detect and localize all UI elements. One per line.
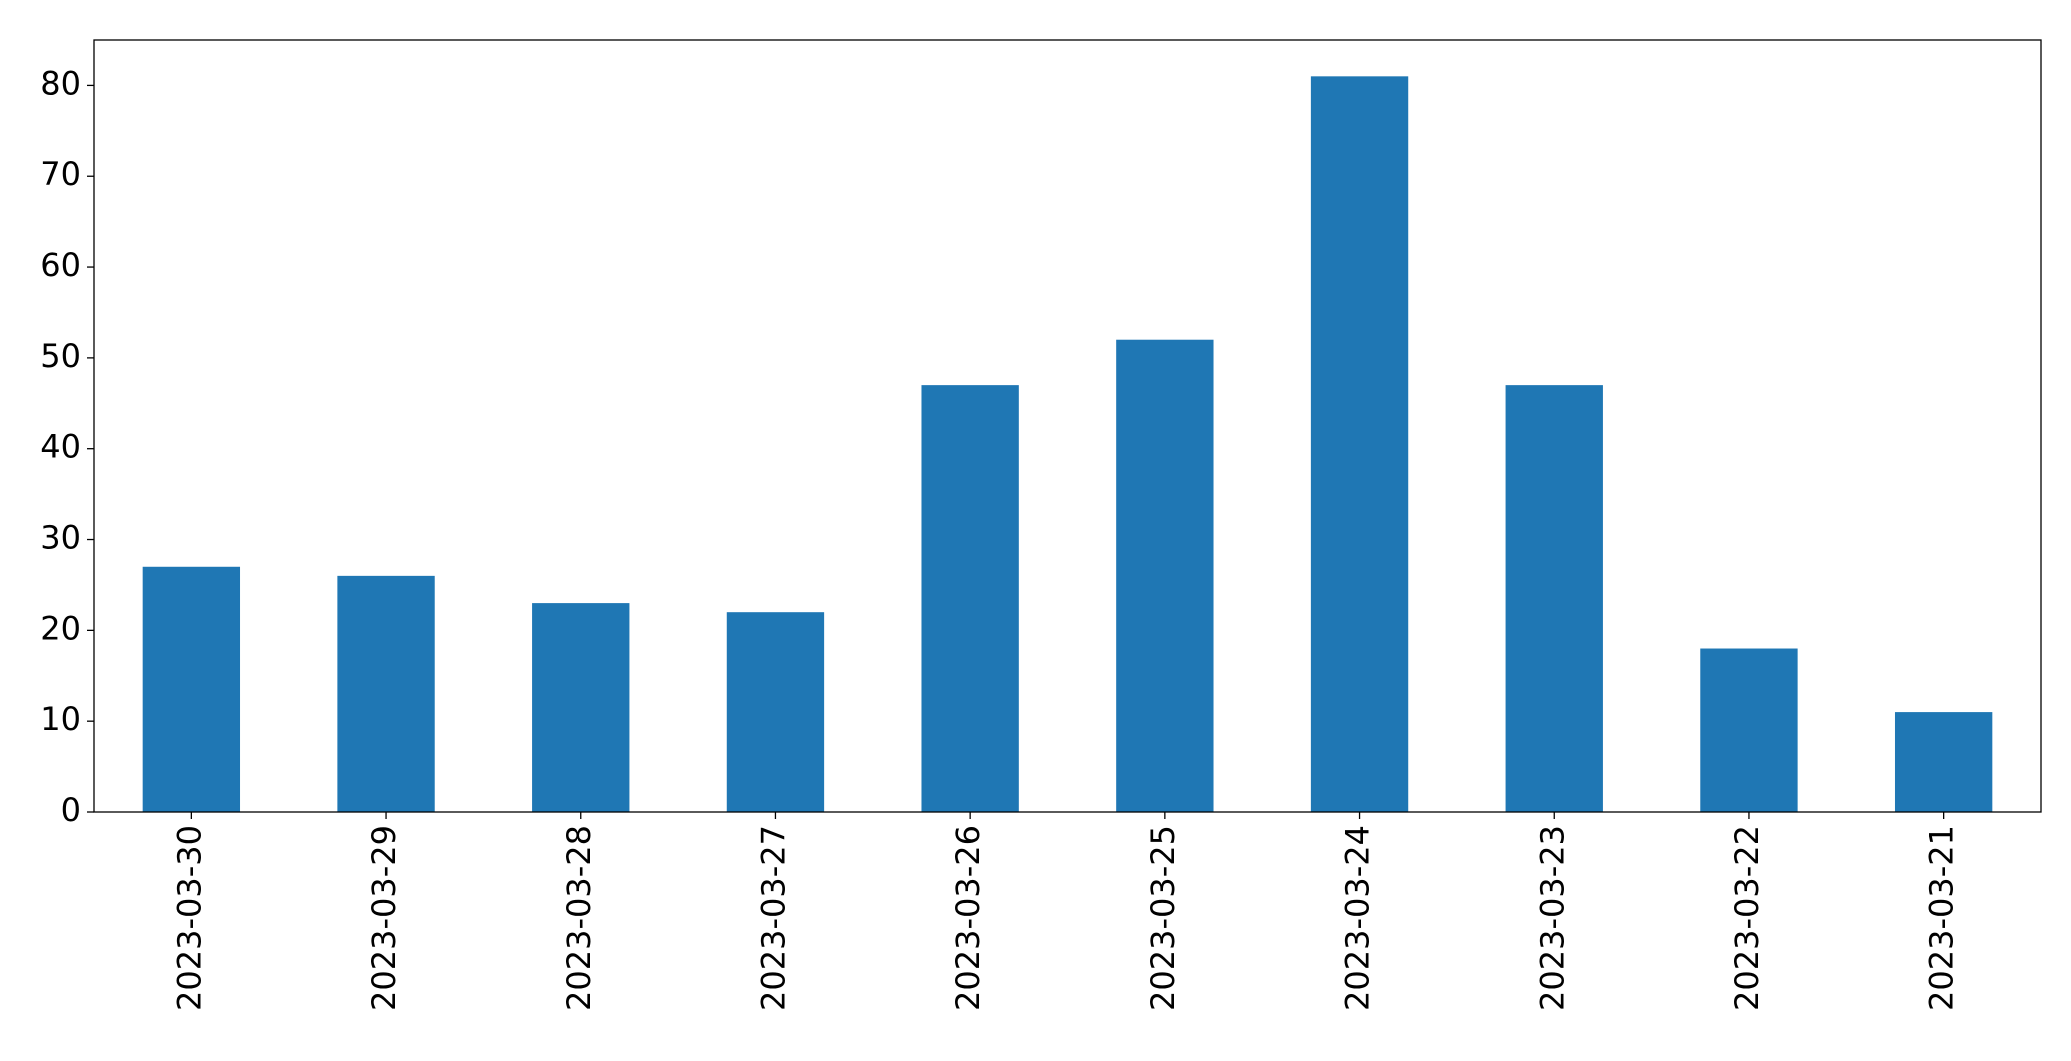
x-tick-label: 2023-03-25 — [1144, 825, 1182, 1011]
bar — [337, 575, 435, 812]
x-tick-label: 2023-03-29 — [365, 825, 403, 1011]
bar — [1700, 648, 1798, 812]
bar — [921, 385, 1019, 812]
x-tick-label: 2023-03-26 — [949, 825, 987, 1011]
y-tick-label: 50 — [40, 337, 81, 375]
y-tick-label: 20 — [40, 609, 81, 647]
bar — [726, 612, 825, 812]
bar — [1116, 339, 1214, 812]
bar — [142, 566, 241, 812]
bar — [532, 603, 630, 812]
y-tick-label: 30 — [40, 519, 81, 557]
bar — [1894, 712, 1993, 812]
x-tick-label: 2023-03-28 — [560, 825, 598, 1011]
y-tick-label: 60 — [40, 246, 81, 284]
x-tick-label: 2023-03-30 — [170, 825, 208, 1011]
x-tick-label: 2023-03-22 — [1728, 825, 1766, 1011]
x-tick-label: 2023-03-27 — [754, 825, 792, 1011]
plot-frame — [93, 39, 2042, 813]
bar — [1505, 385, 1603, 812]
x-tick-label: 2023-03-24 — [1339, 825, 1377, 1011]
y-tick-label: 80 — [40, 64, 81, 102]
y-tick-label: 10 — [40, 700, 81, 738]
x-tick-label: 2023-03-21 — [1923, 825, 1961, 1011]
bar — [1310, 76, 1409, 813]
y-tick-label: 70 — [40, 155, 81, 193]
y-tick-label: 40 — [40, 428, 81, 466]
y-tick-label: 0 — [61, 791, 81, 829]
x-tick-label: 2023-03-23 — [1533, 825, 1571, 1011]
